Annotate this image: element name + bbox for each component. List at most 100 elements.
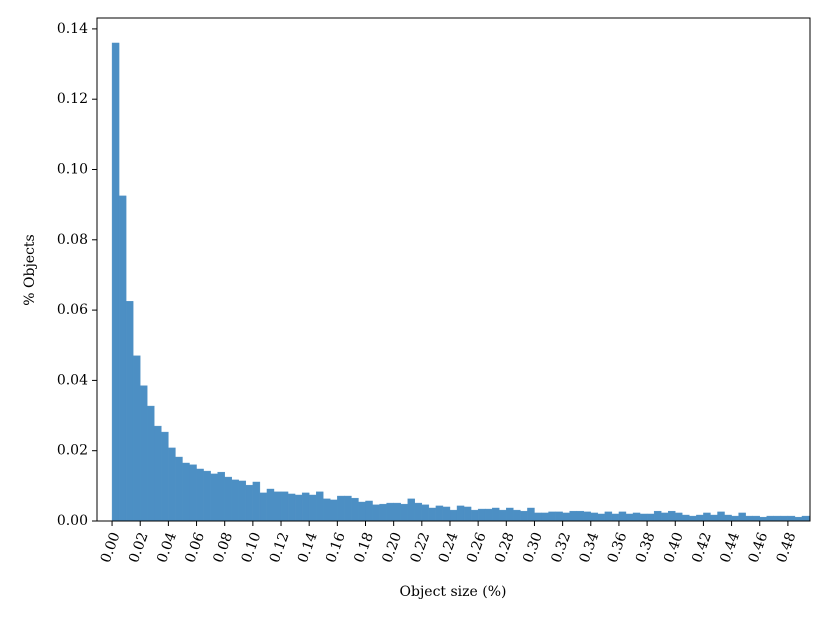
bar (407, 498, 415, 521)
x-tick-label: 0.46 (746, 530, 772, 565)
bar (182, 462, 190, 521)
bar (653, 510, 662, 521)
bar (231, 479, 239, 521)
bar (330, 499, 338, 521)
bar (365, 500, 373, 521)
bar (316, 491, 324, 521)
y-tick-label: 0.12 (57, 91, 88, 107)
bar (203, 470, 211, 521)
bar (794, 516, 803, 521)
bar (273, 491, 282, 521)
x-tick-label: 0.24 (436, 530, 462, 565)
x-tick-label: 0.34 (577, 530, 603, 565)
x-tick-label: 0.20 (379, 530, 405, 565)
bar (154, 425, 162, 521)
bar (217, 471, 225, 521)
y-tick-label: 0.14 (57, 21, 88, 37)
bar (210, 473, 218, 521)
bar (287, 493, 296, 521)
x-tick-label: 0.16 (323, 530, 349, 565)
bar (787, 515, 796, 521)
x-tick-label: 0.02 (126, 530, 152, 565)
bar (351, 497, 359, 521)
bar (196, 468, 204, 521)
bar (111, 42, 120, 521)
x-tick-label: 0.32 (548, 530, 574, 565)
x-tick-label: 0.48 (774, 530, 800, 565)
bar (449, 509, 458, 521)
bar (337, 495, 345, 521)
bar (118, 195, 127, 521)
y-tick-label: 0.08 (57, 232, 88, 248)
bar (513, 509, 521, 521)
bar (492, 507, 500, 521)
bar (400, 503, 408, 521)
x-tick-label: 0.22 (408, 530, 434, 565)
x-tick-label: 0.10 (239, 530, 265, 565)
x-tick-label: 0.44 (717, 530, 743, 565)
bar (724, 514, 732, 521)
plot-frame (96, 17, 811, 522)
bar (646, 513, 655, 521)
y-axis-label: % Objects (22, 234, 38, 305)
bar (259, 492, 268, 521)
bar (541, 512, 549, 521)
bar (717, 511, 725, 521)
bar (435, 505, 444, 521)
bar (569, 510, 577, 521)
bar (393, 502, 401, 521)
bar (625, 513, 634, 521)
bar (175, 456, 183, 521)
x-tick-label: 0.42 (689, 530, 715, 565)
bar (703, 512, 711, 521)
bar (562, 512, 570, 521)
bar (428, 507, 437, 521)
y-tick-label: 0.10 (57, 161, 88, 177)
bar (766, 515, 775, 521)
bar (442, 506, 451, 521)
bar (477, 508, 486, 521)
x-tick-label: 0.18 (351, 530, 377, 565)
x-tick-label: 0.00 (98, 530, 124, 565)
bar (611, 513, 620, 521)
bar (125, 301, 134, 521)
bar (280, 491, 289, 521)
bar (463, 506, 472, 521)
bar (308, 494, 317, 521)
y-tick-label: 0.04 (57, 372, 88, 388)
bar (759, 516, 767, 521)
bar (618, 511, 627, 521)
x-tick-label: 0.40 (661, 530, 687, 565)
bar (252, 481, 261, 521)
bar (738, 512, 746, 521)
bar (752, 515, 760, 521)
x-tick-label: 0.38 (633, 530, 659, 565)
bar (632, 512, 641, 521)
bar (470, 509, 479, 521)
bar (668, 510, 676, 521)
bar (597, 513, 606, 521)
bars (111, 42, 810, 521)
bar (499, 509, 507, 521)
bar (583, 511, 591, 521)
bar (238, 480, 247, 521)
bar (773, 515, 782, 521)
bar (147, 405, 155, 521)
bar (604, 511, 613, 521)
bar (576, 510, 584, 521)
bar (780, 515, 789, 521)
bar (555, 511, 563, 521)
x-axis-label: Object size (%) (400, 584, 507, 600)
bar (548, 511, 556, 521)
bar (456, 505, 465, 521)
bar (245, 484, 254, 521)
bar (323, 498, 331, 521)
y-tick-label: 0.00 (57, 513, 88, 529)
x-tick-label: 0.12 (267, 530, 293, 565)
bar (801, 515, 810, 521)
y-tick-label: 0.02 (57, 443, 88, 459)
x-tick-label: 0.26 (464, 530, 490, 565)
bar (140, 385, 148, 521)
bar (590, 512, 599, 521)
